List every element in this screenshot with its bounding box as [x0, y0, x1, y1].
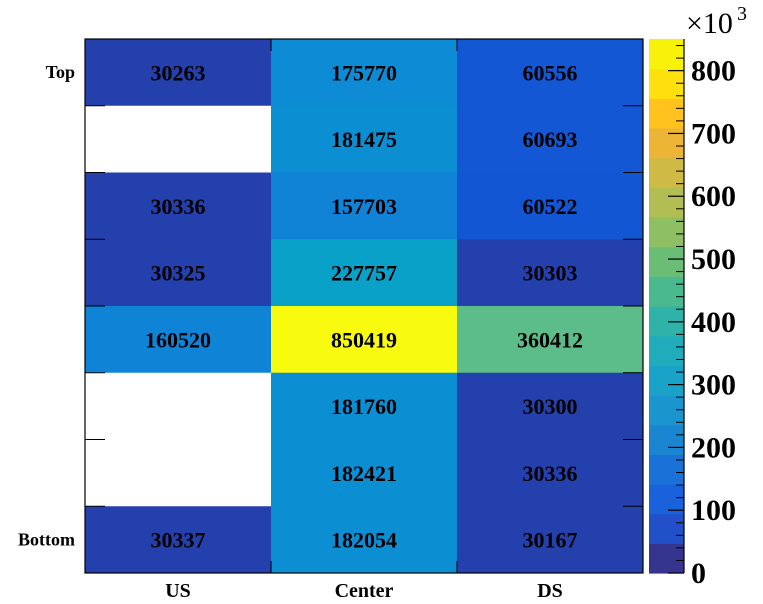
colorbar-band [649, 365, 684, 396]
cell-value-label: 30303 [523, 261, 578, 286]
cell-value-label: 30336 [151, 194, 206, 219]
heatmap-cell [85, 506, 272, 574]
row-labels: Top Bottom [18, 62, 75, 549]
cell-value-label: 60693 [523, 127, 578, 152]
colorbar-tick-label: 100 [691, 494, 736, 527]
cell-value-label: 360412 [517, 327, 583, 352]
cell-value-label: 30336 [523, 461, 578, 486]
colorbar-band [649, 128, 684, 159]
colorbar-band [649, 306, 684, 337]
column-label: Center [335, 580, 394, 602]
heatmap-cell [457, 39, 644, 107]
colorbar-band [649, 276, 684, 307]
colorbar-band [649, 424, 684, 455]
cell-value-label: 30167 [523, 528, 578, 553]
heatmap-cells [85, 39, 644, 574]
colorbar-tick-label: 600 [691, 180, 736, 213]
heatmap-cell [85, 39, 272, 107]
cell-value-label: 30325 [151, 261, 206, 286]
cell-value-label: 175770 [331, 60, 397, 85]
colorbar-tick-label: 500 [691, 243, 736, 276]
heatmap-cell [457, 239, 644, 307]
cell-value-label: 182054 [331, 528, 397, 553]
colorbar-band [649, 217, 684, 248]
colorbar-band [649, 513, 684, 544]
cell-value-label: 157703 [331, 194, 397, 219]
colorbar-band [649, 454, 684, 485]
column-labels: US Center DS [165, 580, 563, 602]
heatmap-cell [271, 105, 458, 173]
heatmap-cell [85, 439, 272, 507]
colorbar-multiplier-exponent: 3 [737, 3, 747, 25]
colorbar-band [649, 484, 684, 515]
colorbar-band [649, 335, 684, 366]
colorbar-multiplier: ×10 [686, 7, 733, 40]
colorbar-band [649, 98, 684, 129]
column-label: US [165, 580, 191, 602]
row-label: Bottom [18, 529, 75, 549]
colorbar-band [649, 68, 684, 99]
colorbar: 0 100 200 300 400 500 600 700 800 ×10 3 [649, 3, 747, 590]
colorbar-tick-label: 700 [691, 117, 736, 150]
row-label: Top [46, 62, 75, 82]
colorbar-tick-label: 800 [691, 55, 736, 88]
heatmap-cell [271, 239, 458, 307]
heatmap-cell [271, 306, 458, 374]
heatmap-cell [271, 39, 458, 107]
heatmap-cell [85, 105, 272, 173]
cell-value-label: 850419 [331, 327, 397, 352]
cell-value-label: 30300 [523, 394, 578, 419]
cell-value-label: 181760 [331, 394, 397, 419]
colorbar-tick-label: 400 [691, 306, 736, 339]
heatmap-cell [85, 172, 272, 240]
heatmap-cell [457, 439, 644, 507]
heatmap-cell [271, 506, 458, 574]
axis-ticks [85, 39, 643, 573]
colorbar-band [649, 157, 684, 188]
colorbar-band [649, 187, 684, 218]
heatmap-cell [85, 306, 272, 374]
heatmap-cell [85, 372, 272, 440]
heatmap-cell [457, 306, 644, 374]
cell-value-label: 30263 [151, 60, 206, 85]
heatmap-cell [457, 506, 644, 574]
cell-value-label: 30337 [151, 528, 206, 553]
cell-value-label: 60522 [523, 194, 578, 219]
cell-value-label: 182421 [331, 461, 397, 486]
column-label: DS [537, 580, 563, 602]
heatmap-cell [457, 105, 644, 173]
heatmap-cell [271, 172, 458, 240]
heatmap-cell [85, 239, 272, 307]
colorbar-tick-label: 0 [691, 557, 706, 590]
cell-value-label: 160520 [145, 327, 211, 352]
heatmap-cell [457, 172, 644, 240]
colorbar-band [649, 246, 684, 277]
cell-value-label: 181475 [331, 127, 397, 152]
cell-value-label: 60556 [523, 60, 578, 85]
cell-value-label: 227757 [331, 261, 397, 286]
colorbar-tick-label: 300 [691, 369, 736, 402]
heatmap-cell [271, 372, 458, 440]
heatmap-cell [271, 439, 458, 507]
cell-value-labels: 30263 175770 60556 181475 60693 30336 157703 60… [145, 60, 583, 552]
heatmap-cell [457, 372, 644, 440]
colorbar-tick-label: 200 [691, 431, 736, 464]
colorbar-band [649, 39, 684, 70]
